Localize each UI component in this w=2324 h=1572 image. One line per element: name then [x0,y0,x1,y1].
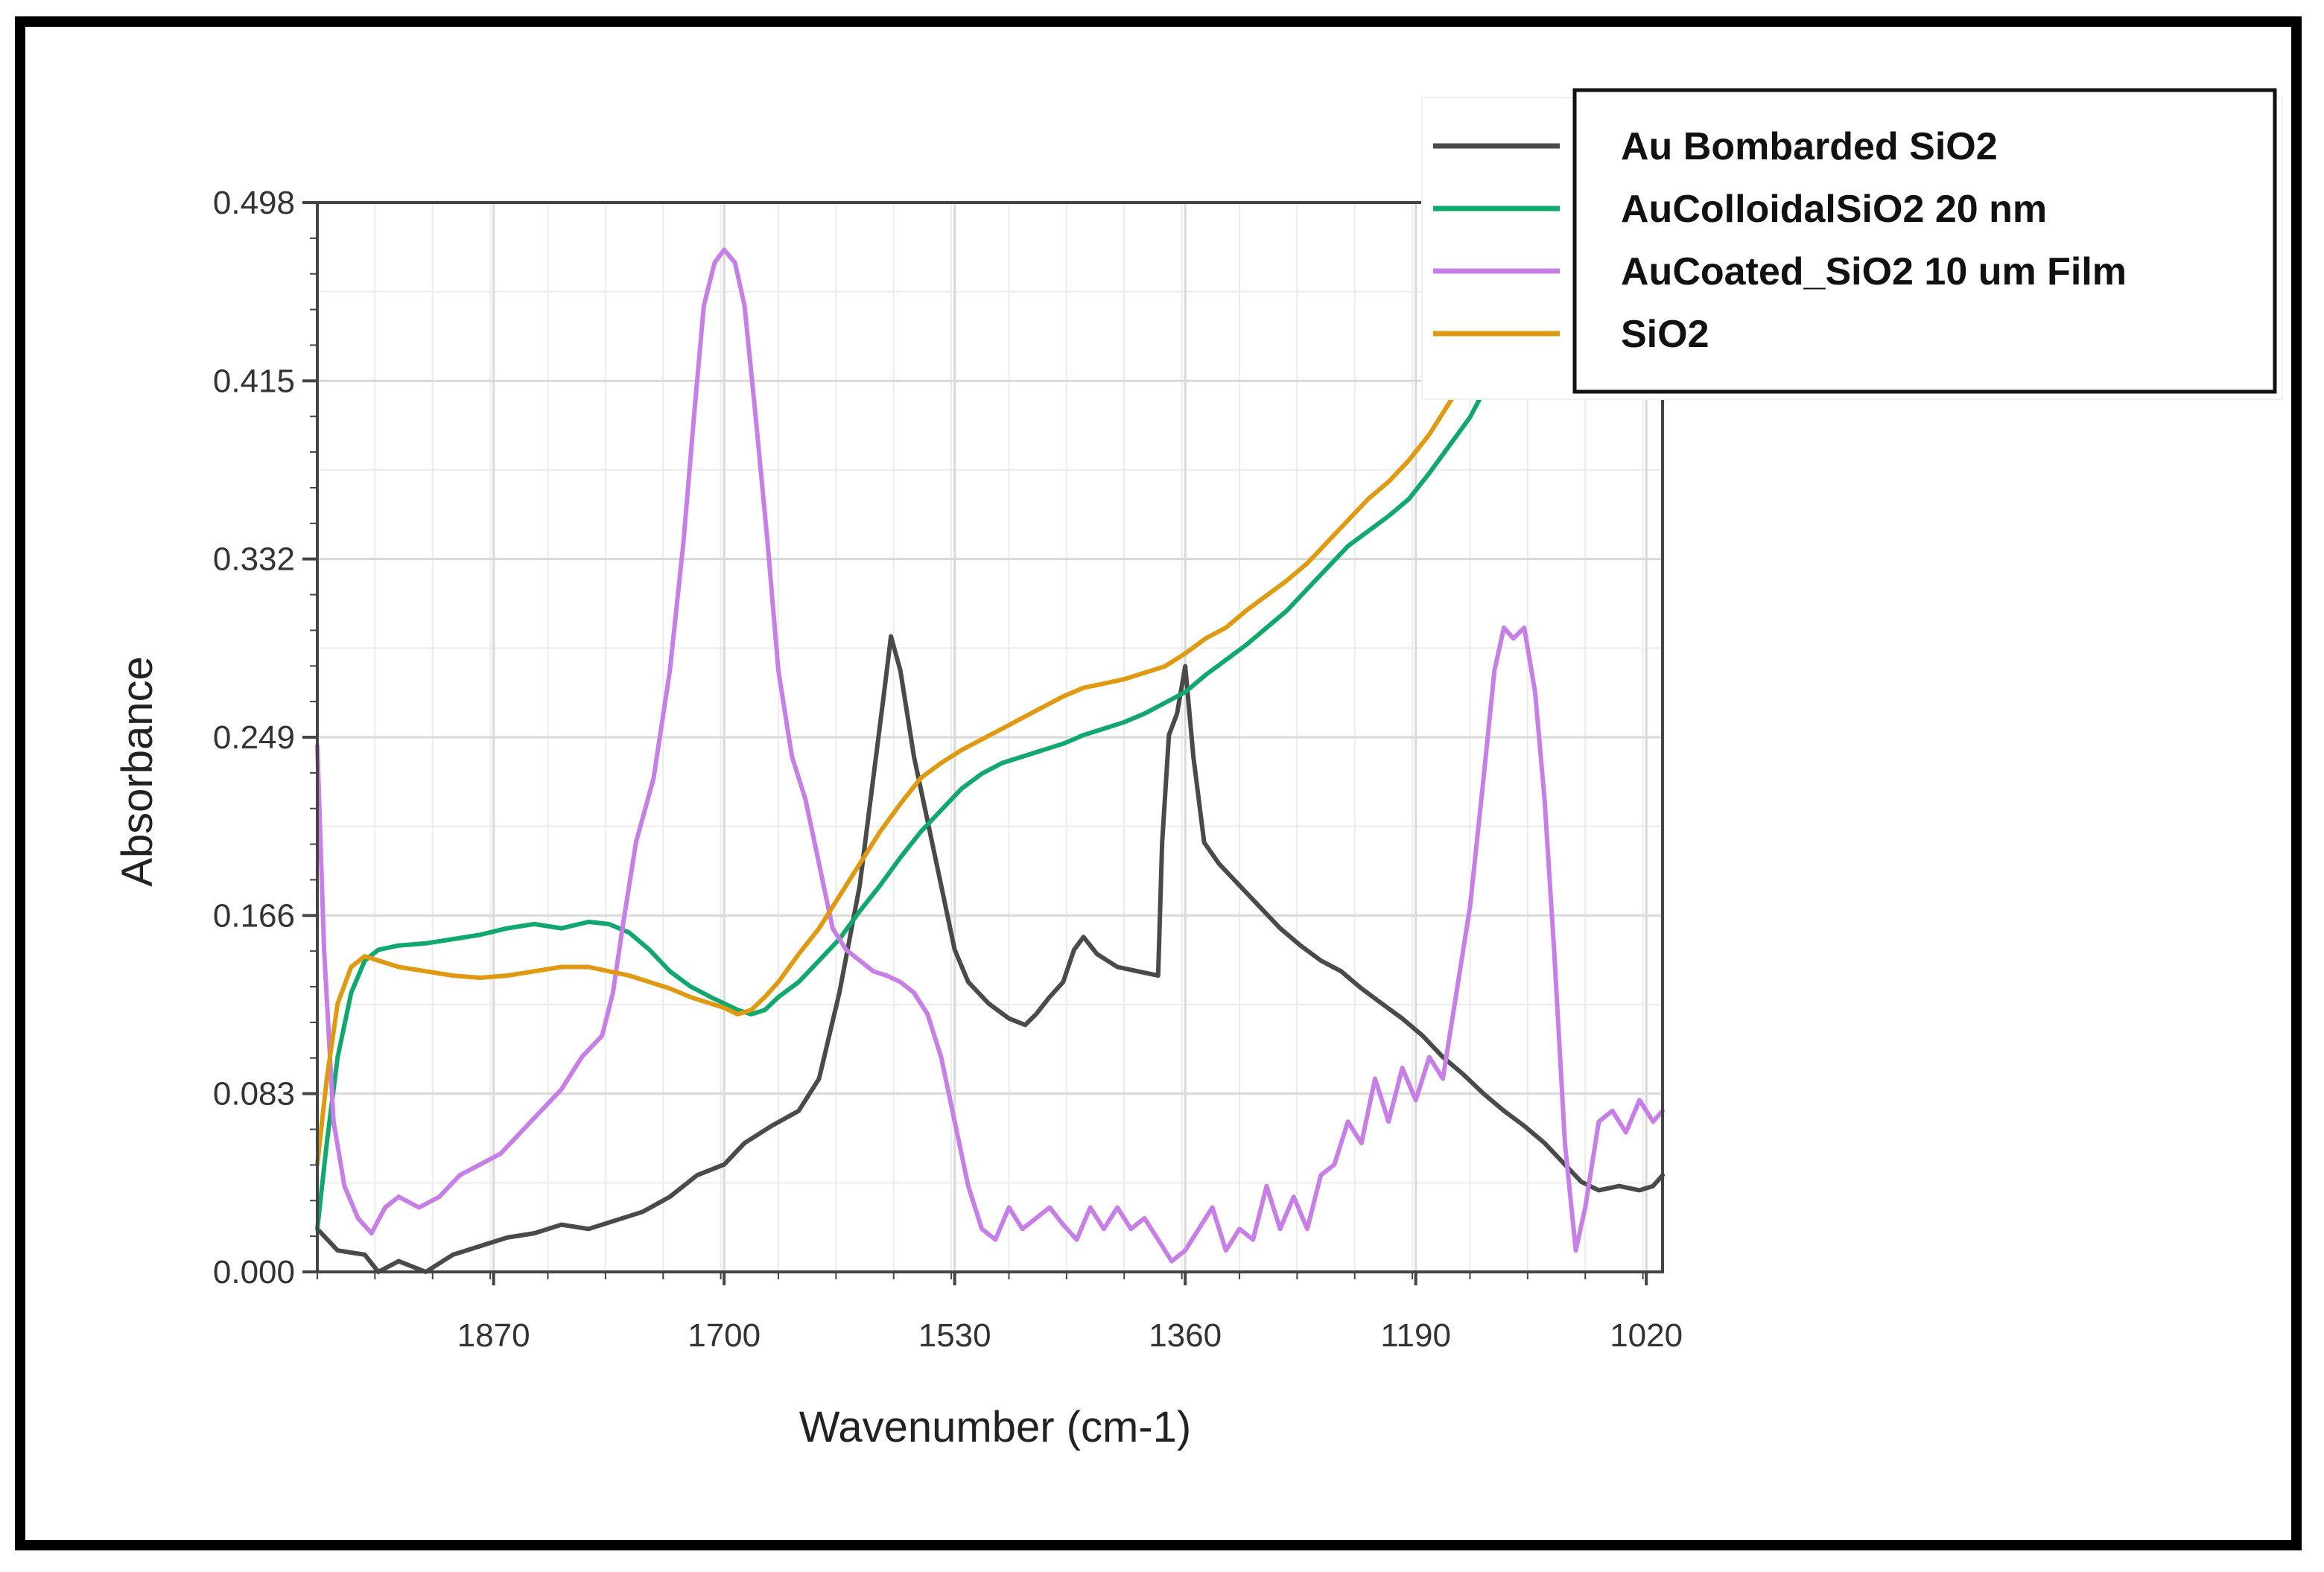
legend-label: AuColloidalSiO2 20 nm [1621,188,2047,231]
series-line-au-bombarded [315,634,1665,1274]
x-tick-label: 1530 [918,1317,991,1354]
y-tick-label: 0.249 [213,719,295,756]
y-tick-label: 0.083 [213,1076,295,1113]
y-tick-label: 0.000 [213,1254,295,1291]
x-tick-label: 1020 [1610,1317,1683,1354]
series-line-au-coated [315,247,1665,1264]
legend-label: SiO2 [1621,313,1709,356]
x-tick-label: 1190 [1380,1317,1451,1354]
x-tick-label: 1360 [1149,1317,1222,1354]
legend: Au Bombarded SiO2 AuColloidalSiO2 20 nm Au… [1421,88,2283,400]
grid [317,201,1663,1273]
x-axis-title: Wavenumber (cm-1) [799,1403,1191,1451]
x-tick-label: 1870 [457,1317,530,1354]
series-line-sio2 [315,367,1473,1167]
absorbance-chart: 1870 1700 1530 1360 1190 1020 0.000 0.083 0.166 0… [113,88,2283,1451]
legend-box [1572,88,2277,394]
legend-label: AuCoated_SiO2 10 um Film [1621,250,2127,293]
y-axis-title: Absorbance [113,656,162,887]
series-group [315,247,1665,1274]
figure-frame: 1870 1700 1530 1360 1190 1020 0.000 0.083 0.166 0… [15,16,2302,1550]
y-tick-label: 0.166 [213,897,295,934]
legend-label: Au Bombarded SiO2 [1621,125,1998,168]
plot-border [316,201,1664,1273]
axes: 1870 1700 1530 1360 1190 1020 0.000 0.083 0.166 0… [213,185,1683,1354]
series-line-au-colloidal [315,367,1499,1232]
y-tick-label: 0.498 [213,185,295,221]
x-tick-label: 1700 [688,1317,761,1354]
y-tick-label: 0.332 [213,541,295,578]
y-tick-label: 0.415 [213,363,295,399]
